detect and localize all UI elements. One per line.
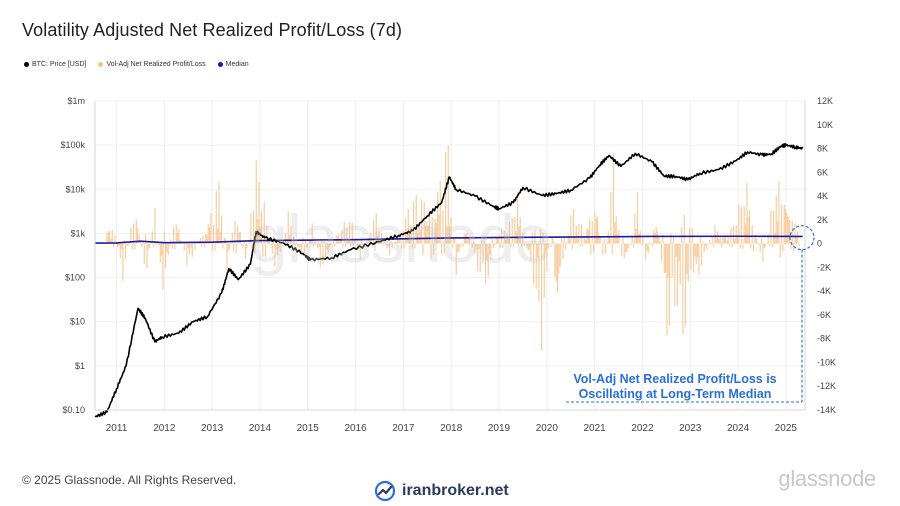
right-tick-label: 0 <box>817 239 822 249</box>
right-tick-label: 2K <box>817 215 828 225</box>
partner-badge[interactable]: iranbroker.net <box>374 480 509 502</box>
partner-name: iranbroker.net <box>402 482 509 499</box>
left-tick-label: $0.10 <box>62 405 85 415</box>
annotation-line-2: Oscillating at Long-Term Median <box>578 387 772 401</box>
right-tick-label: -12K <box>817 381 836 391</box>
price-series <box>94 143 804 418</box>
legend: BTC: Price [USD] Vol-Adj Net Realized Pr… <box>24 61 249 68</box>
x-tick-label: 2015 <box>297 423 320 434</box>
footer-copyright: © 2025 Glassnode. All Rights Reserved. <box>22 473 237 487</box>
legend-label-npl: Vol-Adj Net Realized Profit/Loss <box>106 61 206 68</box>
footer-brand-logo: glassnode <box>778 466 876 491</box>
left-tick-label: $100k <box>60 140 85 150</box>
left-tick-label: $1m <box>67 96 85 106</box>
x-tick-label: 2024 <box>727 423 750 434</box>
x-tick-label: 2022 <box>631 423 654 434</box>
right-tick-label: -6K <box>817 310 831 320</box>
legend-label-price: BTC: Price [USD] <box>32 61 87 68</box>
right-tick-label: -14K <box>817 405 836 415</box>
x-tick-label: 2019 <box>488 423 511 434</box>
right-tick-label: 6K <box>817 167 828 177</box>
left-tick-label: $1 <box>75 361 85 371</box>
right-tick-label: -10K <box>817 357 836 367</box>
left-tick-label: $100 <box>65 273 85 283</box>
right-tick-label: 10K <box>817 120 833 130</box>
left-tick-label: $10 <box>70 317 85 327</box>
legend-dot-median <box>217 62 223 67</box>
x-tick-label: 2017 <box>392 423 415 434</box>
right-tick-label: 4K <box>817 191 828 201</box>
median-series <box>94 235 803 244</box>
x-tick-label: 2020 <box>536 423 559 434</box>
right-tick-label: -4K <box>817 286 831 296</box>
chart-logo-icon <box>374 480 396 502</box>
median-line <box>94 235 803 244</box>
annotation-circle <box>789 225 815 251</box>
x-tick-label: 2021 <box>584 423 607 434</box>
annotation-text: Vol-Adj Net Realized Profit/Loss is Osci… <box>566 372 784 402</box>
right-tick-label: 8K <box>817 144 828 154</box>
chart-title: Volatility Adjusted Net Realized Profit/… <box>22 20 403 40</box>
left-tick-label: $1k <box>70 228 85 238</box>
legend-item-price[interactable]: BTC: Price [USD] <box>24 61 86 68</box>
x-tick-label: 2025 <box>775 423 798 434</box>
x-tick-label: 2016 <box>344 423 367 434</box>
x-tick-label: 2023 <box>679 423 702 434</box>
x-tick-label: 2013 <box>201 423 224 434</box>
annotation-line-1: Vol-Adj Net Realized Profit/Loss is <box>573 372 777 386</box>
legend-dot-npl <box>98 62 104 67</box>
x-tick-label: 2012 <box>153 423 176 434</box>
x-tick-label: 2018 <box>440 423 463 434</box>
right-tick-label: -8K <box>817 334 831 344</box>
legend-item-npl[interactable]: Vol-Adj Net Realized Profit/Loss <box>98 61 206 68</box>
legend-label-median: Median <box>225 61 249 68</box>
right-tick-label: 12K <box>817 96 833 106</box>
left-tick-label: $10k <box>65 184 85 194</box>
price-line <box>94 143 804 418</box>
legend-dot-price <box>24 62 29 67</box>
legend-item-median[interactable]: Median <box>217 61 249 68</box>
x-tick-label: 2014 <box>249 423 272 434</box>
annotation-shapes <box>566 225 815 403</box>
axes: 2011 2012 2013 2014 2015 2016 2017 2018 2019 2020… <box>60 96 836 434</box>
right-tick-label: -2K <box>817 262 831 272</box>
x-tick-label: 2011 <box>106 423 128 434</box>
